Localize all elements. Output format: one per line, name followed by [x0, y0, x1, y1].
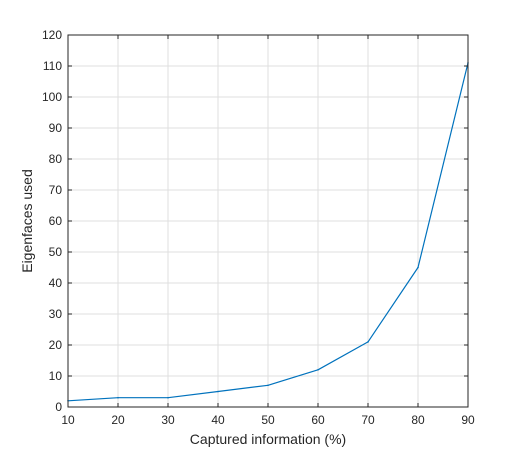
- y-tick-label: 10: [49, 369, 63, 383]
- y-tick-labels: 0 10 20 30 40 50 60 70 80 90 100 110 120: [42, 28, 62, 414]
- x-tick-label: 70: [361, 413, 375, 427]
- axis-ticks: [67, 34, 469, 408]
- x-tick-label: 20: [111, 413, 125, 427]
- y-tick-label: 80: [49, 152, 63, 166]
- x-tick-label: 50: [261, 413, 275, 427]
- y-tick-label: 20: [49, 338, 63, 352]
- data-point: [367, 341, 369, 343]
- x-tick-label: 40: [211, 413, 225, 427]
- y-tick-label: 100: [42, 90, 62, 104]
- y-tick-label: 120: [42, 28, 62, 42]
- x-tick-label: 30: [161, 413, 175, 427]
- data-point: [267, 384, 269, 387]
- y-tick-label: 90: [49, 121, 63, 135]
- y-tick-label: 0: [55, 400, 62, 414]
- y-tick-label: 70: [49, 183, 63, 197]
- y-tick-label: 110: [43, 59, 62, 73]
- y-tick-label: 50: [49, 245, 63, 259]
- y-tick-label: 30: [49, 307, 63, 321]
- x-tick-label: 60: [311, 413, 325, 427]
- x-tick-label: 80: [411, 413, 425, 427]
- data-point: [417, 266, 419, 269]
- x-axis-label: Captured information (%): [190, 431, 346, 447]
- y-axis-label: Eigenfaces used: [19, 169, 35, 273]
- data-point: [117, 396, 119, 399]
- x-tick-labels: 10 20 30 40 50 60 70 80 90: [61, 413, 475, 427]
- x-tick-label: 10: [61, 413, 75, 427]
- x-tick-label: 90: [461, 413, 475, 427]
- y-tick-label: 40: [49, 276, 63, 290]
- data-point: [167, 396, 169, 399]
- data-point: [317, 369, 319, 371]
- y-tick-label: 60: [49, 214, 63, 228]
- data-point: [217, 390, 219, 393]
